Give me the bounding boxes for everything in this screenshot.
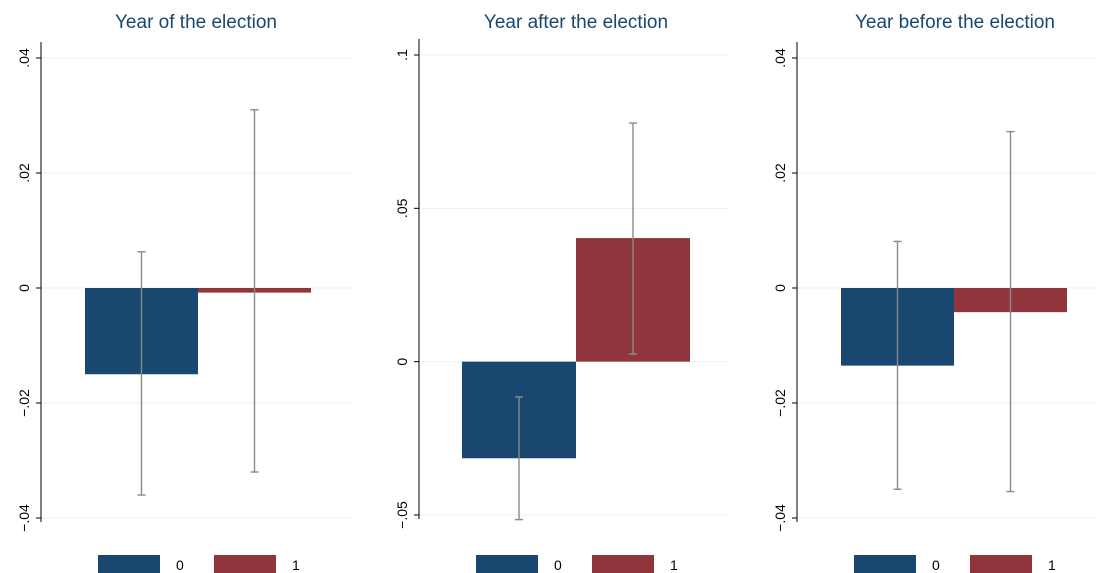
- legend-swatch-0: [854, 555, 916, 573]
- legend-label-1: 1: [670, 557, 678, 573]
- y-tick-label: 0: [16, 284, 32, 292]
- panel-title: Year before the election: [855, 12, 1055, 33]
- legend-swatch-1: [592, 555, 654, 573]
- y-tick-label: .04: [772, 48, 788, 68]
- chart-panel-3: Year before the election −.04 −.02 0 .02 .04 0…: [772, 12, 1096, 573]
- y-tick-label: −.02: [16, 389, 32, 417]
- legend-label-0: 0: [176, 557, 184, 573]
- y-tick-label: .02: [772, 163, 788, 183]
- error-bar-series-1: [629, 122, 637, 355]
- panel-title: Year after the election: [484, 12, 668, 33]
- legend-label-1: 1: [292, 557, 300, 573]
- legend-swatch-0: [476, 555, 538, 573]
- error-bar-series-0: [515, 396, 523, 521]
- error-bar-series-1: [1006, 130, 1015, 493]
- chart-panel-1: Year of the election−.04−.020.02.040 1: [16, 12, 351, 573]
- y-tick-label: .04: [16, 48, 32, 68]
- legend-swatch-1: [214, 555, 276, 573]
- chart-panel-2: Year after the election−.050.05.10 1: [394, 12, 729, 573]
- y-tick-label: 0: [394, 358, 410, 366]
- legend-label-1: 1: [1048, 557, 1056, 573]
- error-bar-series-0: [893, 240, 902, 490]
- legend-swatch-0: [98, 555, 160, 573]
- error-bar-series-0: [137, 251, 146, 496]
- panel-title: Year of the election: [115, 12, 277, 33]
- y-tick-label: −.04: [16, 504, 32, 532]
- y-tick-label: 0: [772, 284, 788, 292]
- y-tick-label: −.05: [394, 501, 410, 529]
- y-tick-label: .05: [394, 198, 410, 218]
- legend-label-0: 0: [932, 557, 940, 573]
- y-tick-label: −.02: [772, 389, 788, 417]
- y-tick-label: .02: [16, 163, 32, 183]
- legend-label-0: 0: [554, 557, 562, 573]
- error-bar-series-1: [250, 109, 259, 473]
- legend-swatch-1: [970, 555, 1032, 573]
- y-tick-label: .1: [394, 49, 410, 61]
- y-tick-label: −.04: [772, 504, 788, 532]
